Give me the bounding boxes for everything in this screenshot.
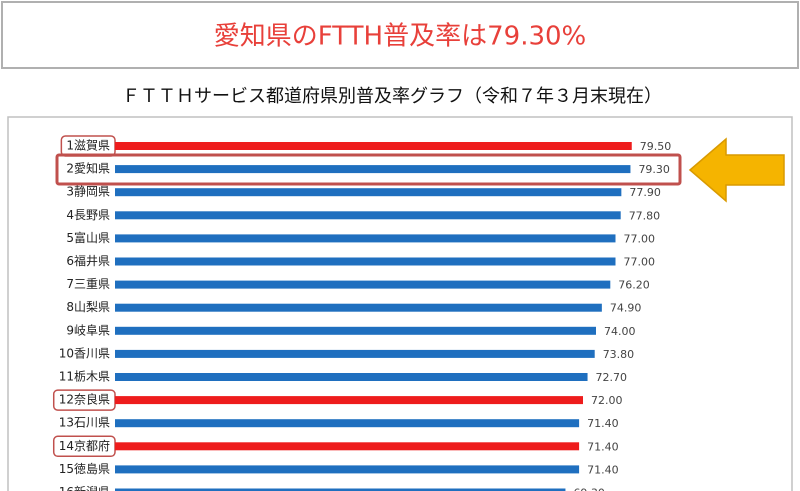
y-tick-label: 2愛知県 xyxy=(66,162,110,176)
y-tick-label: 10香川県 xyxy=(59,346,110,360)
y-tick-label: 14京都府 xyxy=(59,438,110,453)
bar xyxy=(115,165,631,174)
bar xyxy=(115,349,595,358)
y-tick-label: 4長野県 xyxy=(66,208,110,222)
bar xyxy=(115,419,580,428)
bar xyxy=(115,257,616,266)
subtitle: ＦＴＴＨサービス都道府県別普及率グラフ（令和７年３月末現在） xyxy=(122,86,662,107)
y-tick-label: 1滋賀県 xyxy=(66,139,110,153)
bar xyxy=(115,280,611,289)
value-label: 76.20 xyxy=(618,279,650,292)
value-label: 77.00 xyxy=(624,232,656,245)
y-tick-label: 16新潟県 xyxy=(59,484,110,491)
bar xyxy=(115,488,566,491)
value-label: 71.40 xyxy=(587,417,619,430)
value-label: 72.00 xyxy=(591,394,623,407)
y-tick-label: 3静岡県 xyxy=(66,185,110,199)
y-tick-label: 12奈良県 xyxy=(59,392,110,407)
value-label: 69.30 xyxy=(573,487,605,491)
bar xyxy=(115,373,588,381)
arrow xyxy=(688,137,785,203)
y-tick-label: 6福井県 xyxy=(66,253,110,268)
value-label: 77.80 xyxy=(629,209,661,222)
y-tick-label: 8山梨県 xyxy=(66,300,110,314)
bar xyxy=(115,211,621,220)
y-tick-label: 5富山県 xyxy=(66,230,110,245)
bar xyxy=(115,142,632,150)
bar xyxy=(115,465,580,474)
value-label: 77.90 xyxy=(629,186,661,199)
bar xyxy=(115,234,616,243)
y-tick-label: 9岐阜県 xyxy=(66,323,110,337)
value-label: 79.30 xyxy=(638,163,670,176)
value-label: 73.80 xyxy=(603,348,635,361)
bar xyxy=(115,442,580,451)
y-tick-label: 11栃木県 xyxy=(59,370,110,384)
value-label: 72.70 xyxy=(596,371,628,384)
title: 愛知県のFTTH普及率は79.30% xyxy=(214,22,587,52)
value-label: 74.00 xyxy=(604,325,636,338)
y-tick-label: 7三重県 xyxy=(66,277,110,291)
bar xyxy=(115,326,596,335)
y-tick-label: 13石川県 xyxy=(59,416,110,430)
y-tick-label: 15徳島県 xyxy=(59,461,110,476)
bar xyxy=(115,396,583,405)
value-label: 71.40 xyxy=(587,440,619,453)
value-label: 74.90 xyxy=(610,302,642,315)
value-label: 79.50 xyxy=(640,140,672,153)
title-box xyxy=(1,1,799,69)
highlight-box xyxy=(55,153,682,186)
bar xyxy=(115,303,602,312)
bar xyxy=(115,188,622,197)
value-label: 77.00 xyxy=(624,256,656,269)
value-label: 71.40 xyxy=(587,463,619,476)
plot: 1滋賀県 79.50 2愛知県 79.30 3静岡県 77.90 4長野県 77.80 5富山県… xyxy=(52,135,672,491)
